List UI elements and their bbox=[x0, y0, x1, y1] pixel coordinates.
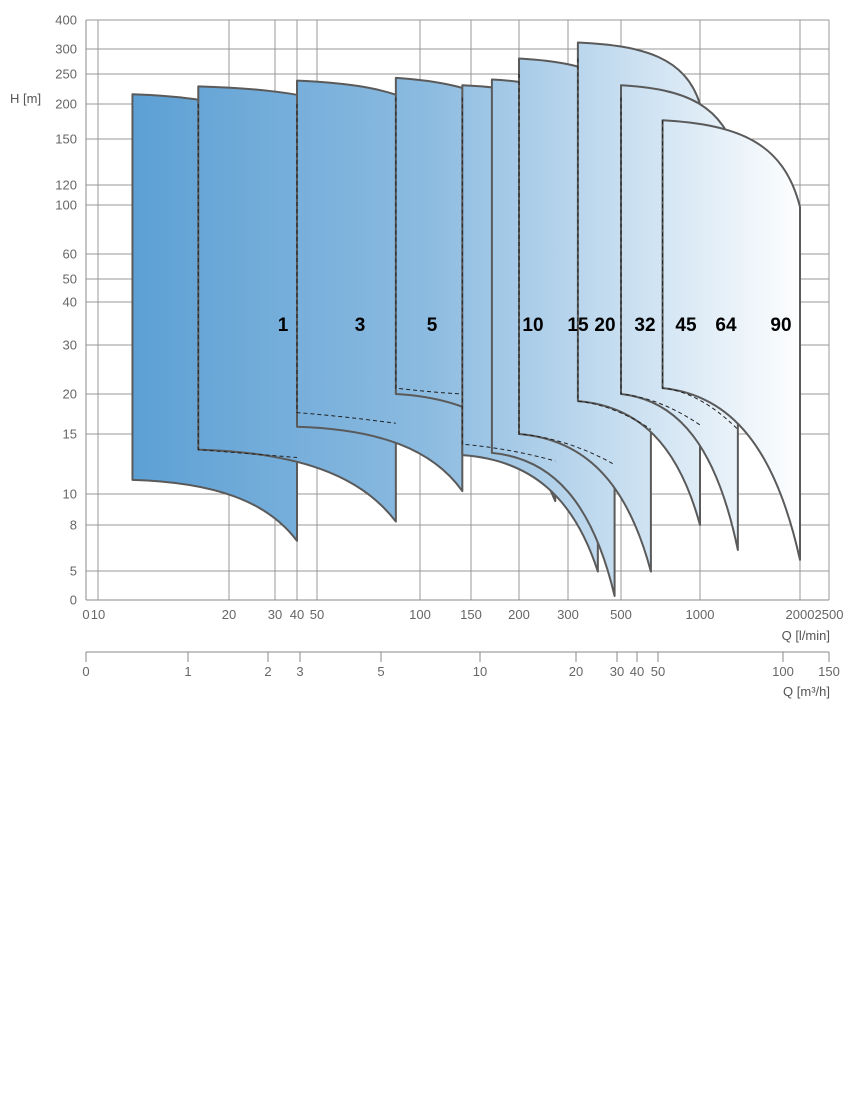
dashed-boundary-7 bbox=[620, 97, 701, 426]
series-label-1: 1 bbox=[278, 315, 289, 336]
x-axis-unit-label: Q [l/min] bbox=[782, 628, 830, 643]
x2-axis-unit-label: Q [m³/h] bbox=[783, 684, 830, 699]
y-tick-label: 400 bbox=[55, 13, 77, 28]
series-labels: 1 3 5 10 15 20 32 45 64 90 bbox=[278, 315, 792, 336]
y-axis-unit-label: H [m] bbox=[10, 91, 41, 106]
series-label-45: 45 bbox=[675, 315, 697, 336]
x2-tick-label: 3 bbox=[296, 664, 303, 679]
y-tick-label: 10 bbox=[63, 487, 77, 502]
series-label-20: 20 bbox=[594, 315, 615, 336]
y-tick-label: 200 bbox=[55, 97, 77, 112]
dashed-boundary-8 bbox=[662, 120, 739, 430]
x-tick-label: 200 bbox=[508, 607, 530, 622]
x2-tick-label: 2 bbox=[264, 664, 271, 679]
y-tick-label: 300 bbox=[55, 42, 77, 57]
dashed-boundary-2 bbox=[296, 104, 396, 424]
series-area-90 bbox=[661, 119, 801, 561]
series-label-64: 64 bbox=[715, 315, 737, 336]
x-tick-label: 300 bbox=[557, 607, 579, 622]
curve-areas bbox=[131, 41, 801, 597]
series-label-10: 10 bbox=[522, 315, 543, 336]
x-tick-label: 2000 bbox=[786, 607, 815, 622]
y-tick-label: 250 bbox=[55, 67, 77, 82]
dashed-boundary-5 bbox=[518, 74, 615, 466]
x-tick-label: 0 bbox=[82, 607, 89, 622]
x2-tick-label: 5 bbox=[377, 664, 384, 679]
series-label-90: 90 bbox=[770, 315, 791, 336]
x-tick-label: 50 bbox=[310, 607, 324, 622]
dashed-boundary-4 bbox=[461, 97, 556, 462]
x2-tick-label: 10 bbox=[473, 664, 487, 679]
x-tick-label: 20 bbox=[222, 607, 236, 622]
x-tick-label: 500 bbox=[610, 607, 632, 622]
x2-tick-label: 100 bbox=[772, 664, 794, 679]
series-curve-90 bbox=[661, 119, 801, 561]
x-tick-label: 30 bbox=[268, 607, 282, 622]
y-tick-label: 150 bbox=[55, 132, 77, 147]
x2-tick-label: 30 bbox=[610, 664, 624, 679]
y-tick-label: 0 bbox=[70, 593, 77, 608]
dashed-boundary-3 bbox=[395, 97, 463, 395]
series-label-15: 15 bbox=[567, 315, 589, 336]
series-label-32: 32 bbox=[634, 315, 655, 336]
x2-tick-label: 150 bbox=[818, 664, 840, 679]
y-tick-label: 30 bbox=[63, 338, 77, 353]
y-tick-label: 50 bbox=[63, 272, 77, 287]
x-tick-label: 10 bbox=[91, 607, 105, 622]
x2-tick-label: 50 bbox=[651, 664, 665, 679]
x-tick-label: 2500 bbox=[815, 607, 844, 622]
y-tick-label: 40 bbox=[63, 295, 77, 310]
series-label-5: 5 bbox=[427, 315, 438, 336]
x-tick-label: 1000 bbox=[686, 607, 715, 622]
series-label-3: 3 bbox=[355, 315, 366, 336]
x2-tick-label: 1 bbox=[184, 664, 191, 679]
x2-tick-label: 20 bbox=[569, 664, 583, 679]
x-tick-label: 150 bbox=[460, 607, 482, 622]
x-tick-label: 100 bbox=[409, 607, 431, 622]
y-tick-label: 15 bbox=[63, 427, 77, 442]
x2-tick-label: 40 bbox=[630, 664, 644, 679]
x-tick-label: 40 bbox=[290, 607, 304, 622]
y-tick-label: 100 bbox=[55, 198, 77, 213]
x2-tick-label: 0 bbox=[82, 664, 89, 679]
y-tick-label: 120 bbox=[55, 178, 77, 193]
y-tick-label: 8 bbox=[70, 518, 77, 533]
y-tick-label: 20 bbox=[63, 387, 77, 402]
y-tick-label: 60 bbox=[63, 247, 77, 262]
y-tick-label: 5 bbox=[70, 564, 77, 579]
